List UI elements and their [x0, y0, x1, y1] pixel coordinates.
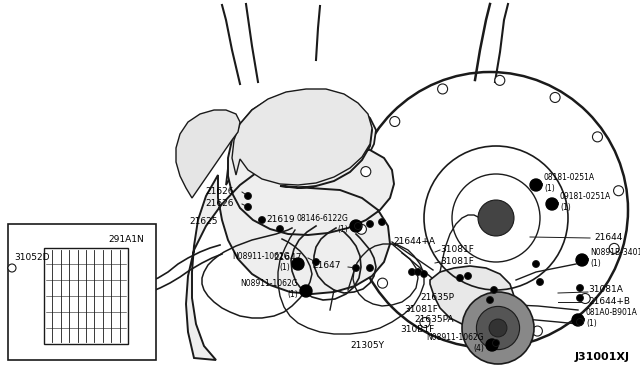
Circle shape [390, 116, 400, 126]
Text: 21635P: 21635P [420, 294, 454, 302]
Text: 08146-6122G
(1): 08146-6122G (1) [296, 214, 348, 234]
Text: 21644+B: 21644+B [588, 298, 630, 307]
Bar [8, 224, 156, 360]
Circle shape [244, 203, 252, 211]
Circle shape [244, 192, 252, 199]
Circle shape [536, 279, 543, 285]
Circle shape [300, 285, 312, 297]
Polygon shape [176, 110, 240, 198]
Text: 081A0-B901A
(1): 081A0-B901A (1) [586, 308, 638, 328]
Polygon shape [430, 266, 514, 326]
Circle shape [532, 326, 542, 336]
Text: 31081F: 31081F [404, 305, 438, 314]
Text: B: B [533, 182, 539, 188]
Text: 21305Y: 21305Y [350, 340, 384, 350]
Circle shape [415, 269, 422, 276]
Text: B: B [353, 223, 358, 229]
Polygon shape [226, 99, 376, 190]
Circle shape [486, 339, 498, 351]
Circle shape [576, 254, 588, 266]
Text: 31081F: 31081F [440, 246, 474, 254]
Circle shape [580, 294, 590, 304]
Text: 310B1F: 310B1F [400, 326, 435, 334]
Circle shape [361, 167, 371, 177]
Text: N08911-1062G
(4): N08911-1062G (4) [426, 333, 484, 353]
Circle shape [367, 221, 374, 228]
Text: N0891B-3401A
(1): N0891B-3401A (1) [590, 248, 640, 268]
Circle shape [276, 225, 284, 232]
Polygon shape [232, 89, 372, 185]
Circle shape [476, 307, 520, 350]
Circle shape [550, 93, 560, 102]
Text: B: B [575, 317, 580, 323]
Circle shape [259, 217, 266, 224]
Circle shape [478, 200, 514, 236]
Text: 21635PA: 21635PA [414, 315, 454, 324]
Text: 21619: 21619 [266, 215, 295, 224]
Circle shape [378, 218, 385, 225]
Circle shape [408, 269, 415, 276]
Text: 21644: 21644 [594, 234, 622, 243]
Circle shape [465, 273, 472, 279]
Text: 21626: 21626 [205, 199, 234, 208]
Circle shape [420, 270, 428, 278]
Circle shape [292, 258, 304, 270]
Circle shape [493, 340, 499, 346]
Circle shape [353, 264, 360, 272]
Circle shape [609, 243, 619, 253]
Text: 09181-0251A
(1): 09181-0251A (1) [560, 192, 611, 212]
Circle shape [486, 296, 493, 304]
Circle shape [577, 318, 584, 326]
Text: 21647: 21647 [273, 253, 302, 262]
Bar [44, 248, 128, 344]
Text: N: N [295, 261, 301, 267]
Circle shape [532, 260, 540, 267]
Circle shape [593, 132, 602, 142]
Circle shape [475, 335, 485, 344]
Text: 21644+A: 21644+A [393, 237, 435, 247]
Text: 21626: 21626 [205, 187, 234, 196]
Text: 21625: 21625 [189, 218, 218, 227]
Text: B: B [549, 201, 555, 207]
Text: 31081F: 31081F [440, 257, 474, 266]
Circle shape [356, 224, 367, 234]
Circle shape [572, 314, 584, 326]
Polygon shape [186, 90, 394, 360]
Circle shape [490, 286, 497, 294]
Circle shape [495, 76, 505, 85]
Circle shape [546, 198, 558, 210]
Circle shape [614, 186, 623, 196]
Circle shape [577, 295, 584, 301]
Text: 31081A: 31081A [588, 285, 623, 295]
Text: N: N [489, 342, 495, 348]
Circle shape [530, 179, 542, 191]
Circle shape [8, 264, 16, 272]
Circle shape [420, 318, 430, 327]
Circle shape [355, 222, 362, 230]
Text: N: N [303, 288, 309, 294]
Circle shape [350, 220, 362, 232]
Circle shape [438, 84, 447, 94]
Circle shape [577, 285, 584, 292]
Circle shape [367, 264, 374, 272]
Circle shape [312, 259, 319, 266]
Text: J31001XJ: J31001XJ [575, 352, 630, 362]
Text: 21647: 21647 [312, 262, 341, 270]
Text: N08911-1062G
(1): N08911-1062G (1) [241, 279, 298, 299]
Circle shape [462, 292, 534, 364]
Text: N: N [579, 257, 585, 263]
Circle shape [378, 278, 388, 288]
Text: 291A1N: 291A1N [108, 235, 144, 244]
Text: N08911-1062G
(1): N08911-1062G (1) [232, 252, 290, 272]
Text: 08181-0251A
(1): 08181-0251A (1) [544, 173, 595, 193]
Circle shape [489, 319, 507, 337]
Circle shape [456, 275, 463, 282]
Text: 31052D: 31052D [14, 253, 49, 263]
